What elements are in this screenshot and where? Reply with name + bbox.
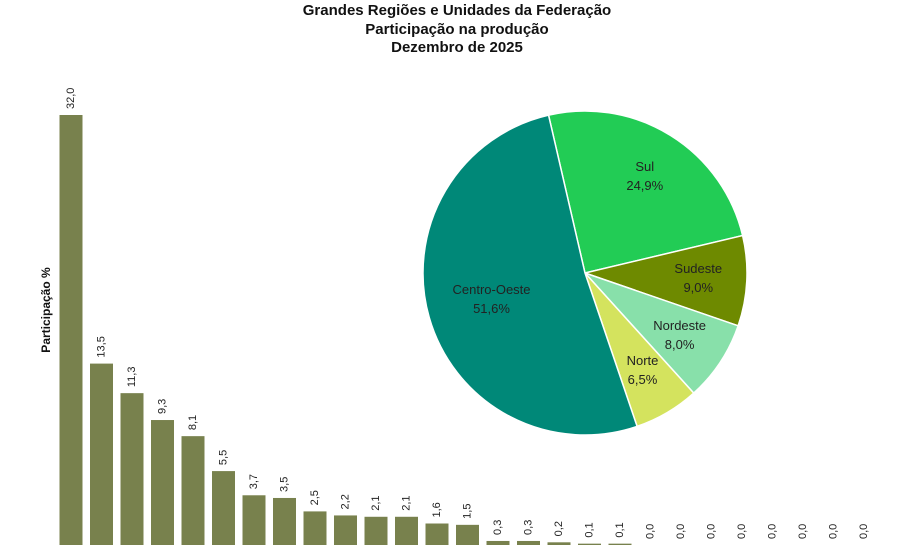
bar: [212, 471, 235, 545]
bar: [425, 523, 449, 545]
chart-subtitle: Participação na produção: [365, 21, 548, 38]
data-label: 1,6: [431, 502, 443, 517]
data-label: 0,3: [492, 520, 504, 535]
data-label: 0,0: [705, 524, 717, 539]
data-label: 0,0: [797, 524, 809, 539]
bar: [59, 115, 83, 545]
y-axis-label: Participação %: [39, 267, 53, 353]
data-label: 2,1: [400, 495, 412, 510]
pie-slice: [547, 110, 744, 274]
data-label: 32,0: [65, 88, 77, 109]
bar: [578, 543, 601, 545]
bar: [547, 542, 571, 545]
slice-value-label: 9,0%: [683, 280, 713, 295]
bar: [181, 436, 205, 545]
data-label: 2,5: [309, 490, 321, 505]
data-label: 0,2: [553, 521, 565, 536]
data-label: 2,2: [339, 494, 351, 509]
slice-value-label: 24,9%: [626, 178, 663, 193]
data-label: 0,1: [614, 522, 626, 537]
data-label: 0,0: [766, 524, 778, 539]
bar: [486, 540, 510, 545]
slice-value-label: 51,6%: [473, 301, 510, 316]
slice-label: Nordeste: [653, 318, 706, 333]
bar: [395, 516, 418, 545]
chart-title: Grandes Regiões e Unidades da Federação: [303, 2, 611, 19]
data-label: 0,0: [827, 524, 839, 539]
data-label: 8,1: [187, 415, 199, 430]
slice-label: Norte: [627, 353, 659, 368]
chart-subtitle: Dezembro de 2025: [391, 39, 523, 56]
bar: [273, 497, 296, 545]
data-label: 0,0: [736, 524, 748, 539]
data-label: 0,1: [583, 522, 595, 537]
bar: [151, 420, 174, 545]
bar: [517, 540, 540, 545]
bar: [90, 363, 113, 545]
bar: [242, 495, 266, 545]
slice-label: Sudeste: [674, 261, 722, 276]
data-label: 11,3: [126, 367, 138, 388]
data-label: 3,5: [278, 477, 290, 492]
data-label: 9,3: [156, 399, 168, 414]
data-label: 0,3: [522, 520, 534, 535]
data-label: 0,0: [675, 524, 687, 539]
data-label: 1,5: [461, 504, 473, 519]
pie-slice: [582, 234, 748, 327]
data-label: 2,1: [370, 495, 382, 510]
data-label: 3,7: [248, 474, 260, 489]
slice-label: Sul: [635, 159, 654, 174]
bar: [120, 393, 144, 545]
bar: [456, 524, 479, 545]
data-label: 0,0: [644, 524, 656, 539]
pie-slice: [422, 114, 639, 436]
bar: [334, 515, 357, 545]
data-label: 5,5: [217, 450, 229, 465]
slice-value-label: 6,5%: [628, 372, 658, 387]
bar: [608, 543, 632, 545]
bar: [364, 516, 388, 545]
data-label: 0,0: [858, 524, 870, 539]
slice-label: Centro-Oeste: [452, 282, 530, 297]
data-label: 13,5: [95, 336, 107, 357]
slice-value-label: 8,0%: [665, 337, 695, 352]
bar: [303, 511, 327, 545]
